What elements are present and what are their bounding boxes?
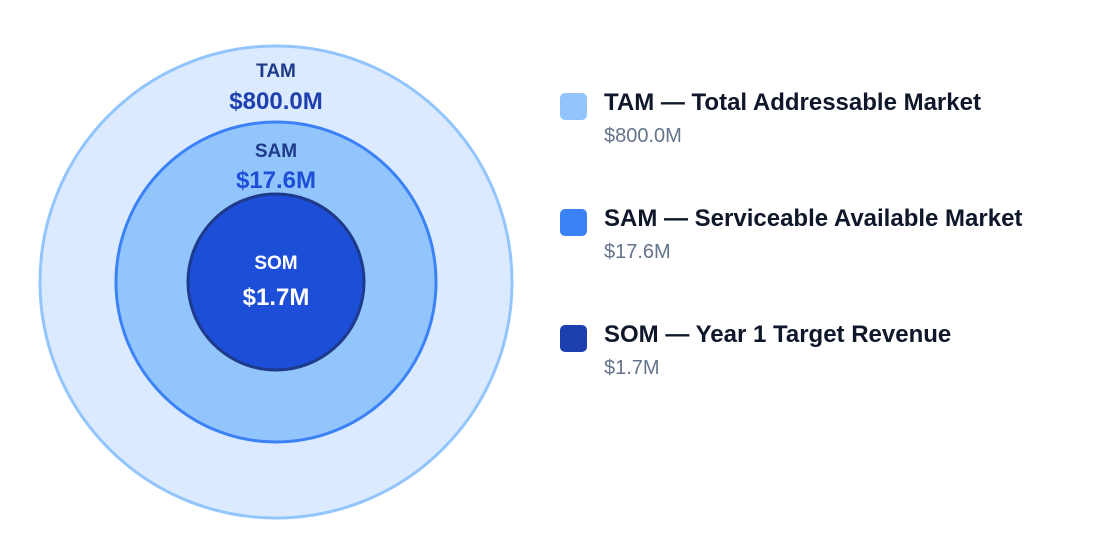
som-value: $1.7M — [243, 284, 310, 311]
sam-label: SAM — [255, 141, 297, 162]
legend-value-som: $1.7M — [604, 357, 660, 379]
legend: TAM — Total Addressable Market $800.0M S… — [560, 88, 1100, 436]
legend-item-som: SOM — Year 1 Target Revenue $1.7M — [560, 320, 1100, 436]
legend-value-sam: $17.6M — [604, 241, 671, 263]
legend-value-tam: $800.0M — [604, 125, 682, 147]
tam-value: $800.0M — [229, 88, 322, 115]
tam-label: TAM — [256, 61, 296, 82]
legend-title-tam: TAM — Total Addressable Market — [604, 89, 981, 116]
legend-swatch-sam — [560, 209, 587, 236]
legend-title-som: SOM — Year 1 Target Revenue — [604, 321, 952, 348]
market-size-circles: TAM $800.0M SAM $17.6M SOM $1.7M — [38, 44, 514, 520]
sam-value: $17.6M — [236, 167, 316, 194]
legend-item-tam: TAM — Total Addressable Market $800.0M — [560, 88, 1100, 204]
som-circle — [186, 192, 366, 372]
legend-title-sam: SAM — Serviceable Available Market — [604, 205, 1023, 232]
legend-item-sam: SAM — Serviceable Available Market $17.6… — [560, 204, 1100, 320]
som-label: SOM — [254, 253, 297, 274]
legend-swatch-som — [560, 325, 587, 352]
legend-swatch-tam — [560, 93, 587, 120]
